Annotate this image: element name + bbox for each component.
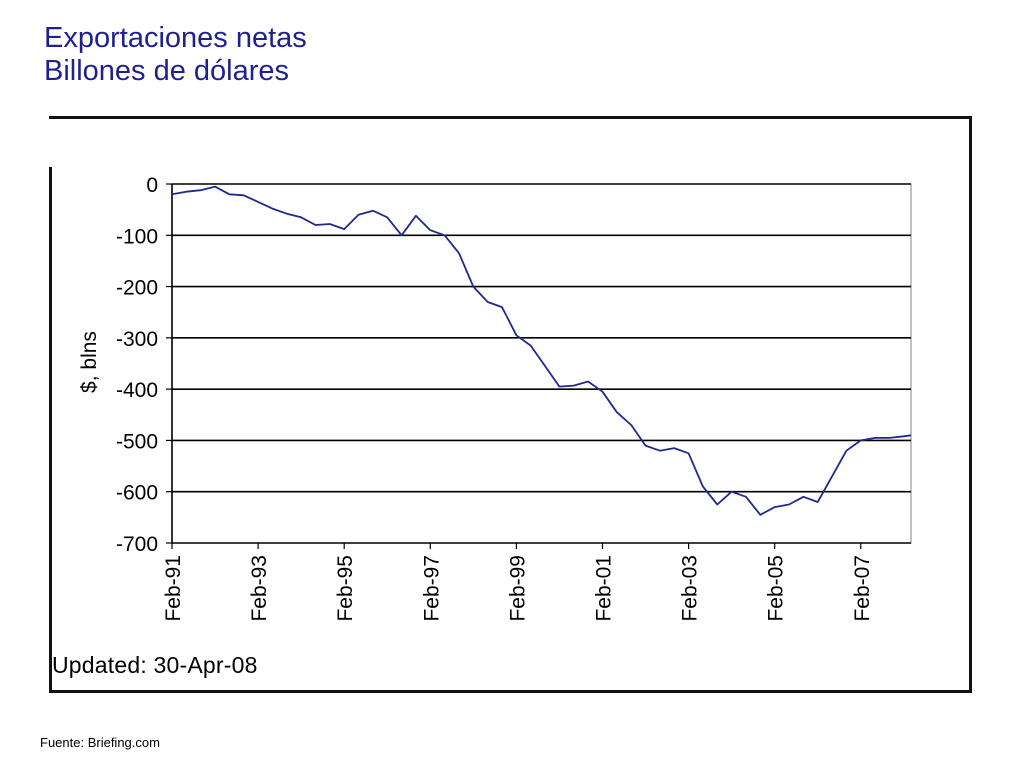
y-tick-label: -400 xyxy=(116,379,158,402)
y-tick-label: -200 xyxy=(116,277,158,300)
plot-area xyxy=(171,183,912,544)
updated-label: Updated: 30-Apr-08 xyxy=(52,652,258,678)
y-tick-label: 0 xyxy=(146,174,158,197)
source-note: Fuente: Briefing.com xyxy=(40,735,160,750)
y-tick-label: -600 xyxy=(116,482,158,505)
y-tick-label: -500 xyxy=(116,430,158,453)
x-tick-label: Feb-01 xyxy=(592,555,615,622)
x-tick-label: Feb-99 xyxy=(506,555,529,622)
title-line-2: Billones de dólares xyxy=(44,55,290,87)
y-axis-label: $, blns xyxy=(78,331,101,393)
title-line-1: Exportaciones netas xyxy=(44,22,307,54)
slide-title: Exportaciones netas Billones de dólares xyxy=(44,22,307,88)
x-tick-label: Feb-07 xyxy=(851,555,874,622)
chart-frame xyxy=(49,116,972,693)
x-tick-label: Feb-05 xyxy=(765,555,788,622)
series-line xyxy=(171,185,912,516)
y-tick-label: -300 xyxy=(116,328,158,351)
y-tick-label: -700 xyxy=(116,533,158,556)
y-tick-label: -100 xyxy=(116,225,158,248)
x-tick-label: Feb-95 xyxy=(334,555,357,622)
x-tick-label: Feb-93 xyxy=(248,555,271,622)
x-tick-label: Feb-97 xyxy=(420,555,443,622)
x-tick-label: Feb-03 xyxy=(679,555,702,622)
x-tick-label: Feb-91 xyxy=(162,555,185,622)
